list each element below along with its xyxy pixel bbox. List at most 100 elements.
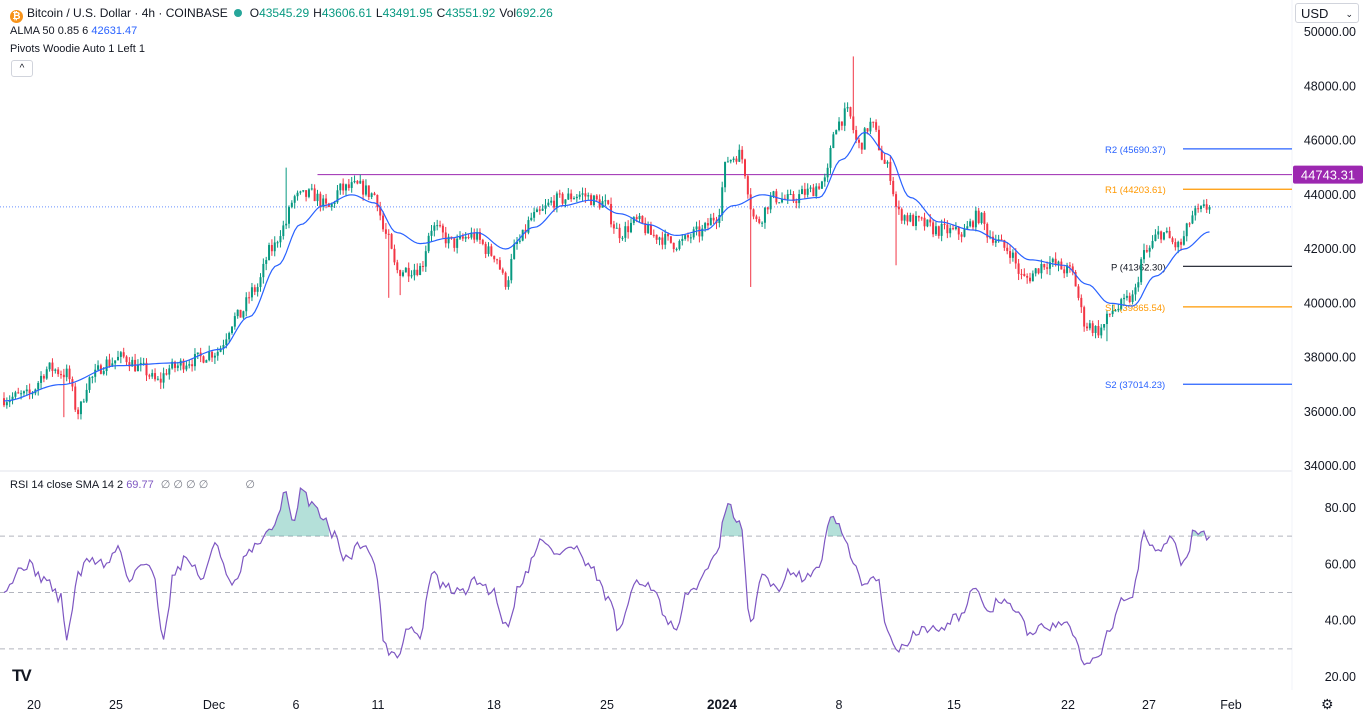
candle-body xyxy=(396,262,399,271)
candle-body xyxy=(1043,264,1046,268)
candle-body xyxy=(345,184,347,191)
candle-body xyxy=(490,246,493,256)
ohlc-key-vol: Vol xyxy=(499,6,517,20)
price-tick-label: 38000.00 xyxy=(1304,351,1356,365)
candle-body xyxy=(798,194,801,204)
candle-body xyxy=(122,352,125,357)
candle-body xyxy=(299,191,302,193)
candle-body xyxy=(185,365,188,370)
currency-select[interactable]: USD ⌄ xyxy=(1295,3,1359,23)
alma-legend[interactable]: ALMA 50 0.85 6 42631.47 xyxy=(10,25,137,37)
candle-body xyxy=(573,198,575,200)
candle-body xyxy=(527,220,530,233)
candle-body xyxy=(875,122,878,130)
candle-body xyxy=(997,239,1000,241)
candle-body xyxy=(1157,231,1160,235)
candle-body xyxy=(1057,261,1060,265)
candle-body xyxy=(288,207,290,224)
candle-body xyxy=(319,193,322,207)
candle-body xyxy=(62,374,65,378)
rsi-legend[interactable]: RSI 14 close SMA 14 2 69.77 ∅ ∅ ∅ ∅ ∅ xyxy=(10,478,255,491)
candle-body xyxy=(920,217,923,219)
candle-body xyxy=(85,389,88,402)
candle-body xyxy=(1151,240,1154,248)
pivots-legend[interactable]: Pivots Woodie Auto 1 Left 1 xyxy=(10,43,145,55)
candle-body xyxy=(584,193,587,197)
candle-body xyxy=(1048,262,1051,269)
price-tick-label: 34000.00 xyxy=(1304,459,1356,473)
time-tick-label: 8 xyxy=(836,698,843,712)
time-tick-label: 20 xyxy=(27,698,41,712)
candle-body xyxy=(692,229,695,238)
candle-body xyxy=(419,265,422,275)
time-tick-label: 6 xyxy=(293,698,300,712)
price-tick-label: 48000.00 xyxy=(1304,79,1356,93)
candle-body xyxy=(544,205,547,209)
candle-body xyxy=(994,240,997,243)
price-tick-label: 36000.00 xyxy=(1304,405,1356,419)
candle-body xyxy=(632,217,635,223)
candle-body xyxy=(478,232,481,240)
candle-body xyxy=(51,362,54,371)
candle-body xyxy=(470,232,473,238)
symbol-title[interactable]: Bitcoin / U.S. Dollar · 4h · COINBASE xyxy=(27,6,228,20)
candle-body xyxy=(302,190,305,192)
candle-body xyxy=(1154,234,1157,241)
time-tick-label: Dec xyxy=(203,698,225,712)
candle-body xyxy=(3,398,5,406)
candle-body xyxy=(803,189,806,195)
candle-body xyxy=(202,356,205,363)
candle-body xyxy=(233,316,236,327)
candle-body xyxy=(216,351,219,356)
candle-body xyxy=(367,185,370,197)
candle-body xyxy=(119,352,122,357)
collapse-legend-button[interactable]: ^ xyxy=(11,60,33,77)
candle-body xyxy=(607,200,610,204)
candle-body xyxy=(1208,206,1211,210)
candle-body xyxy=(1020,273,1023,275)
candle-body xyxy=(789,193,792,195)
candle-body xyxy=(430,230,433,236)
candle-body xyxy=(706,223,709,226)
candle-body xyxy=(923,217,926,227)
candle-body xyxy=(441,225,444,233)
rsi-tick-label: 60.00 xyxy=(1325,557,1356,571)
candle-body xyxy=(282,225,285,237)
candle-body xyxy=(1200,206,1202,209)
candle-body xyxy=(684,235,687,239)
candle-body xyxy=(952,228,955,230)
time-tick-label: Feb xyxy=(1220,698,1242,712)
candle-body xyxy=(792,193,795,202)
candle-body xyxy=(151,373,154,377)
time-tick-label: 2024 xyxy=(707,697,738,712)
tradingview-logo[interactable]: TV xyxy=(12,666,32,685)
candle-body xyxy=(937,226,940,236)
candle-body xyxy=(94,369,97,377)
candle-body xyxy=(1194,208,1197,216)
candle-body xyxy=(880,150,883,160)
candle-body xyxy=(28,389,31,394)
candle-body xyxy=(1117,308,1120,311)
gear-icon[interactable]: ⚙ xyxy=(1321,696,1334,712)
candle-body xyxy=(501,269,504,273)
candle-body xyxy=(1014,252,1017,264)
candle-body xyxy=(68,368,71,380)
candle-body xyxy=(969,221,972,227)
candle-body xyxy=(638,215,641,220)
candle-body xyxy=(330,203,333,207)
candle-body xyxy=(766,207,769,210)
candle-body xyxy=(721,187,724,216)
candle-body xyxy=(869,121,872,132)
ohlc-value-vol: 692.26 xyxy=(516,6,553,20)
candle-body xyxy=(504,272,507,287)
rsi-axis: 80.00 60.00 40.00 20.00 xyxy=(1325,501,1356,684)
candle-body xyxy=(236,309,239,317)
candle-body xyxy=(1071,266,1074,273)
candle-body xyxy=(467,236,470,238)
candle-body xyxy=(647,225,650,234)
candle-body xyxy=(775,191,778,203)
candle-body xyxy=(564,199,567,204)
candle-body xyxy=(1143,250,1145,260)
